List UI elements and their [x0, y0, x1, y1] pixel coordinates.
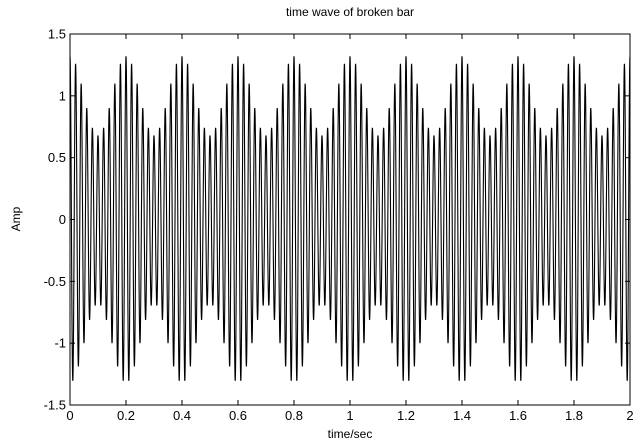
x-axis: 0 0.2 0.4 0.6 0.8 1 1.2 1.4 1.6 1.8 2 [66, 34, 634, 423]
y-tick-label: 1 [59, 88, 66, 103]
chart-title: time wave of broken bar [286, 5, 414, 19]
y-tick-label: 1.5 [48, 27, 66, 42]
x-tick-label: 2 [626, 408, 633, 423]
x-tick-label: 1.2 [397, 408, 415, 423]
x-tick-label: 0.2 [117, 408, 135, 423]
y-axis-title: Amp [9, 206, 23, 231]
y-tick-label: 0.5 [48, 150, 66, 165]
x-tick-label: 1.4 [453, 408, 471, 423]
x-tick-label: 1 [346, 408, 353, 423]
x-tick-label: 0.4 [173, 408, 191, 423]
x-tick-label: 0 [66, 408, 73, 423]
series-line [70, 56, 630, 381]
x-tick-label: 0.8 [285, 408, 303, 423]
y-tick-label: 0 [59, 212, 66, 227]
x-axis-title: time/sec [328, 427, 373, 441]
y-axis: -1.5 -1 -0.5 0 0.5 1 1.5 [44, 27, 630, 413]
y-tick-label: -0.5 [44, 274, 66, 289]
y-tick-label: -1.5 [44, 398, 66, 413]
x-tick-label: 1.8 [565, 408, 583, 423]
x-tick-label: 0.6 [229, 408, 247, 423]
y-tick-label: -1 [54, 336, 66, 351]
x-tick-label: 1.6 [509, 408, 527, 423]
